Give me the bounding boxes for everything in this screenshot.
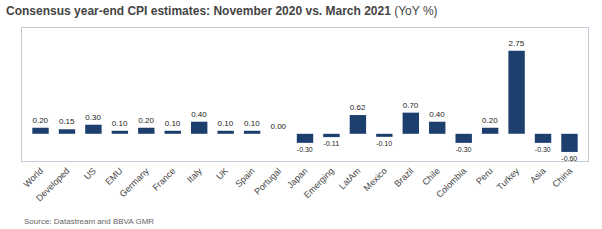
- svg-text:China: China: [550, 166, 574, 190]
- svg-text:Italy: Italy: [185, 165, 204, 184]
- svg-text:0.62: 0.62: [350, 103, 366, 112]
- svg-text:0.10: 0.10: [218, 119, 234, 128]
- svg-text:0.30: 0.30: [85, 113, 101, 122]
- svg-text:UK: UK: [214, 166, 230, 182]
- svg-text:Japan: Japan: [285, 166, 309, 190]
- svg-text:0.00: 0.00: [270, 122, 286, 131]
- svg-text:Turkey: Turkey: [495, 165, 522, 192]
- svg-text:Chile: Chile: [420, 166, 442, 188]
- svg-text:0.20: 0.20: [32, 116, 48, 125]
- svg-text:Consensus year-end CPI estimat: Consensus year-end CPI estimates: Novemb…: [6, 4, 438, 18]
- svg-text:0.20: 0.20: [138, 116, 154, 125]
- svg-text:0.40: 0.40: [429, 110, 445, 119]
- svg-text:Spain: Spain: [233, 166, 256, 189]
- svg-text:Mexico: Mexico: [362, 166, 389, 193]
- svg-text:France: France: [150, 166, 177, 193]
- svg-text:-0.30: -0.30: [535, 146, 551, 153]
- svg-text:Portugal: Portugal: [252, 166, 283, 197]
- svg-text:0.10: 0.10: [165, 119, 181, 128]
- svg-text:2.75: 2.75: [509, 39, 525, 48]
- svg-text:0.40: 0.40: [191, 110, 207, 119]
- svg-text:-0.11: -0.11: [323, 139, 339, 148]
- svg-text:-0.60: -0.60: [561, 155, 577, 162]
- svg-text:LatAm: LatAm: [337, 166, 362, 191]
- svg-text:Asia: Asia: [528, 166, 547, 185]
- svg-text:-0.30: -0.30: [297, 146, 313, 153]
- svg-text:Peru: Peru: [474, 166, 495, 187]
- svg-text:-0.10: -0.10: [376, 140, 392, 147]
- svg-text:EMU: EMU: [103, 166, 124, 187]
- svg-text:-0.30: -0.30: [456, 146, 472, 153]
- svg-text:0.15: 0.15: [59, 117, 75, 126]
- svg-text:Source: Datastream and BBVA GM: Source: Datastream and BBVA GMR: [24, 217, 154, 226]
- svg-text:Developed: Developed: [34, 166, 71, 203]
- svg-text:0.70: 0.70: [403, 101, 419, 110]
- svg-text:Emerging: Emerging: [302, 166, 336, 200]
- svg-text:0.10: 0.10: [112, 119, 128, 128]
- svg-text:World: World: [22, 166, 46, 190]
- svg-text:Germany: Germany: [118, 165, 152, 199]
- svg-text:Brazil: Brazil: [392, 166, 415, 189]
- svg-text:Colombia: Colombia: [434, 166, 468, 200]
- svg-text:0.20: 0.20: [482, 116, 498, 125]
- svg-text:0.10: 0.10: [244, 119, 260, 128]
- svg-text:US: US: [82, 166, 98, 182]
